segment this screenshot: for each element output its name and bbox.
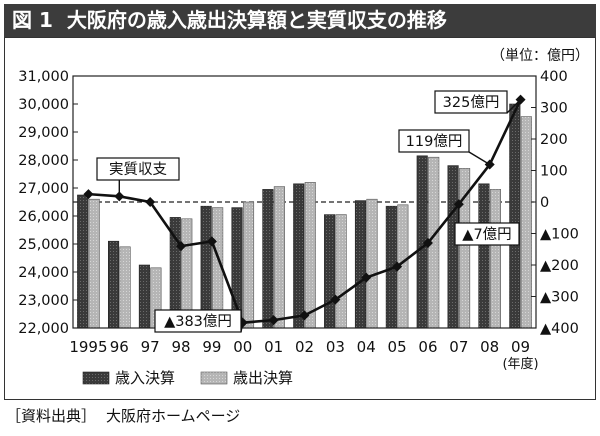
annotation-real-balance-box <box>96 157 180 181</box>
y-left-tick-label: 27,000 <box>18 181 69 197</box>
bar-revenue <box>447 165 459 329</box>
bar-revenue <box>354 200 367 329</box>
balance-point <box>422 237 433 248</box>
annotation-2009-text: 325億円 <box>443 94 500 111</box>
bar-expenditure <box>520 116 532 329</box>
y-right-tick-label: 300 <box>540 101 568 117</box>
x-tick-label: 09 <box>511 338 530 356</box>
bar-revenue <box>293 183 305 329</box>
legend-label-revenue: 歳入決算 <box>115 369 175 387</box>
bar-expenditure <box>119 246 131 329</box>
source-label: ［資料出典］ <box>6 407 97 425</box>
y-left-tick-label: 31,000 <box>18 69 69 85</box>
balance-point <box>361 272 372 283</box>
bar-expenditure <box>304 182 316 329</box>
y-left-tick-label: 22,000 <box>18 321 69 337</box>
x-tick-label: 08 <box>480 338 499 356</box>
unit-label: （単位：億円） <box>491 48 589 64</box>
y-left-tick-label: 29,000 <box>18 125 69 141</box>
legend-swatch-revenue <box>82 371 110 385</box>
x-tick-label: 00 <box>233 338 252 356</box>
legend-label-expenditure: 歳出決算 <box>233 369 293 387</box>
y-right-tick-label: ▲100 <box>540 227 579 243</box>
bar-expenditure <box>242 201 255 329</box>
x-tick-label: 98 <box>171 338 190 356</box>
annotation-2008-text: 119億円 <box>406 133 463 150</box>
x-tick-label: 1995 <box>69 338 107 356</box>
annotation-2008-leader <box>468 151 491 166</box>
bar-revenue <box>108 240 120 329</box>
bar-expenditure <box>366 198 378 329</box>
x-tick-label: 06 <box>418 338 437 356</box>
annotation-min-1999-box <box>154 309 242 333</box>
y-right-tick-label: 100 <box>540 164 568 180</box>
bar-revenue <box>138 264 150 329</box>
bar-expenditure <box>88 198 100 329</box>
y-right-tick-label: ▲400 <box>540 321 579 337</box>
source-text: 大阪府ホームページ <box>106 407 241 425</box>
bar-expenditure <box>489 189 502 329</box>
bar-revenue <box>77 194 89 329</box>
annotation-min-1999-text: ▲383億円 <box>164 313 232 330</box>
balance-point <box>299 310 310 321</box>
y-left-tick-label: 28,000 <box>18 153 69 169</box>
source-citation: ［資料出典］ 大阪府ホームページ <box>6 405 240 426</box>
x-tick-label: 02 <box>295 338 314 356</box>
y-right-tick-label: ▲300 <box>540 290 579 306</box>
x-tick-label: 97 <box>141 338 160 356</box>
y-left-tick-label: 30,000 <box>18 97 69 113</box>
y-right-tick-label: 0 <box>540 195 549 211</box>
y-right-tick-label: 200 <box>540 132 568 148</box>
y-left-tick-label: 25,000 <box>18 237 69 253</box>
balance-point <box>206 236 217 247</box>
y-right-tick-label: 400 <box>540 69 568 85</box>
annotation-real-balance-text: 実質収支 <box>109 160 167 178</box>
figure-title: 大阪府の歳入歳出決算額と実質収支の推移 <box>66 8 447 32</box>
x-tick-label: 96 <box>110 338 129 356</box>
figure-number: 図 1 <box>12 8 53 32</box>
legend-swatch-expenditure <box>200 371 228 385</box>
annotation-2007-box <box>454 222 520 246</box>
x-unit-label: (年度) <box>502 356 538 372</box>
balance-point <box>330 294 341 305</box>
bar-revenue <box>324 214 336 329</box>
x-tick-label: 03 <box>326 338 345 356</box>
bar-revenue <box>262 189 274 329</box>
balance-point <box>268 315 279 326</box>
x-tick-label: 07 <box>449 338 468 356</box>
bar-revenue <box>509 103 521 329</box>
y-left-tick-label: 23,000 <box>18 293 69 309</box>
annotation-2008-box <box>398 129 470 153</box>
y-right-tick-label: ▲200 <box>540 258 579 274</box>
balance-point <box>145 197 156 207</box>
y-left-tick-label: 26,000 <box>18 209 69 225</box>
combo-chart: 22,000 23,000 24,000 25,000 26,000 27,000 28,0… <box>18 48 589 387</box>
annotation-2007-text: ▲7億円 <box>462 226 511 243</box>
bar-revenue <box>478 183 490 329</box>
y-left-tick-label: 24,000 <box>18 265 69 281</box>
balance-point <box>392 261 403 272</box>
annotation-2009-box <box>434 90 508 114</box>
chart-frame: 22,000 23,000 24,000 25,000 26,000 27,000 28,0… <box>4 37 596 400</box>
x-tick-label: 04 <box>357 338 376 356</box>
bar-expenditure <box>335 214 347 329</box>
x-tick-label: 01 <box>264 338 283 356</box>
x-tick-label: 05 <box>388 338 407 356</box>
x-tick-label: 99 <box>202 338 221 356</box>
balance-point <box>83 189 94 200</box>
annotation-2009-leader <box>506 99 522 114</box>
figure-title-bar: 図 1 大阪府の歳入歳出決算額と実質収支の推移 <box>4 4 596 37</box>
balance-point <box>176 241 187 252</box>
bar-expenditure <box>273 186 285 329</box>
